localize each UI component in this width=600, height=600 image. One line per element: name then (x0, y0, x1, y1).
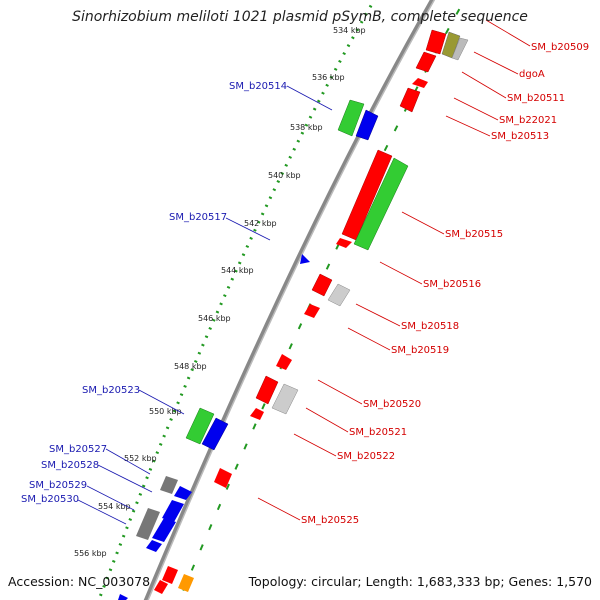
gene-blue[interactable] (152, 518, 176, 542)
gene-red[interactable] (276, 354, 292, 370)
gene-label-right[interactable]: SM_b20513 (491, 131, 549, 142)
plasmid-backbone (143, 0, 435, 600)
gene-label-left[interactable]: SM_b20529 (29, 480, 87, 491)
gene-label-left[interactable]: SM_b20523 (82, 385, 140, 396)
gene-label-right[interactable]: SM_b22021 (499, 115, 557, 126)
gene-label-left[interactable]: SM_b20517 (169, 212, 227, 223)
tick-label: 556 kbp (74, 549, 107, 558)
gene-red[interactable] (214, 468, 232, 488)
gene-dark-gray[interactable] (160, 476, 178, 494)
tick-label: 544 kbp (221, 266, 254, 275)
gene-gray[interactable] (451, 37, 469, 61)
tick-label: 536 kbp (312, 73, 345, 82)
gene-features (118, 29, 469, 600)
gene-label-left[interactable]: SM_b20528 (41, 460, 99, 471)
gene-label-right[interactable]: SM_b20525 (301, 515, 359, 526)
gene-green[interactable] (337, 99, 365, 137)
gene-label-right[interactable]: SM_b20515 (445, 229, 503, 240)
gene-label-left[interactable]: SM_b20527 (49, 444, 107, 455)
gene-blue[interactable] (174, 486, 192, 500)
gene-red[interactable] (162, 566, 178, 584)
tick-label: 546 kbp (198, 314, 231, 323)
gene-label-left[interactable]: SM_b20530 (21, 494, 79, 505)
gene-green[interactable] (185, 407, 215, 445)
tick-label: 552 kbp (124, 454, 157, 463)
right-labels (257, 19, 531, 521)
gene-red[interactable] (154, 580, 168, 594)
map-title: Sinorhizobium meliloti 1021 plasmid pSym… (72, 9, 528, 25)
gene-blue[interactable] (355, 109, 379, 141)
gene-label-right[interactable]: SM_b20509 (531, 42, 589, 53)
plasmid-backbone-shadow (147, 0, 436, 600)
gene-red[interactable] (425, 29, 447, 55)
outer-tick-ring (97, 0, 376, 600)
tick-label: 550 kbp (149, 407, 182, 416)
gene-red-small[interactable] (304, 304, 320, 318)
gene-red[interactable] (255, 375, 279, 405)
gene-red[interactable] (412, 78, 428, 88)
gene-label-right[interactable]: SM_b20519 (391, 345, 449, 356)
gene-label-right[interactable]: SM_b20511 (507, 93, 565, 104)
gene-red[interactable] (399, 87, 421, 113)
gene-dark-gray[interactable] (136, 508, 160, 540)
tick-label: 538 kbp (290, 123, 323, 132)
gene-gray[interactable] (327, 283, 351, 307)
gene-label-right[interactable]: SM_b20516 (423, 279, 481, 290)
gene-gray[interactable] (271, 383, 299, 415)
gene-red[interactable] (311, 273, 333, 297)
gene-blue-small[interactable] (146, 540, 162, 552)
inner-tick-ring (178, 0, 466, 600)
tick-label: 548 kbp (174, 362, 207, 371)
gene-red[interactable] (415, 51, 437, 73)
tick-label: 554 kbp (98, 502, 131, 511)
gene-label-left[interactable]: SM_b20514 (229, 81, 287, 92)
gene-blue[interactable] (118, 594, 128, 600)
gene-label-right[interactable]: SM_b20521 (349, 427, 407, 438)
tick-labels: 534 kbp 536 kbp 538 kbp 540 kbp 542 kbp … (74, 26, 366, 558)
tick-label: 542 kbp (244, 219, 277, 228)
gene-red-small[interactable] (336, 238, 352, 248)
gene-blue-small[interactable] (300, 254, 310, 264)
tick-label: 534 kbp (333, 26, 366, 35)
gene-red-small[interactable] (250, 408, 264, 420)
gene-green-large[interactable] (353, 157, 409, 251)
gene-blue[interactable] (201, 417, 229, 451)
left-labels (77, 85, 333, 525)
accession-text: Accession: NC_003078 (8, 574, 151, 589)
topology-summary: Topology: circular; Length: 1,683,333 bp… (248, 574, 592, 589)
gene-label-right[interactable]: SM_b20522 (337, 451, 395, 462)
gene-label-right[interactable]: SM_b20520 (363, 399, 421, 410)
gene-blue[interactable] (162, 500, 184, 522)
tick-label: 540 kbp (268, 171, 301, 180)
gene-label-right[interactable]: SM_b20518 (401, 321, 459, 332)
gene-orange[interactable] (178, 574, 194, 592)
gene-label-right[interactable]: dgoA (519, 69, 545, 80)
